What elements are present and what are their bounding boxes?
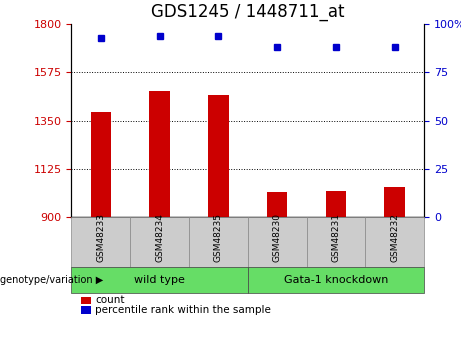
Text: count: count [95, 296, 125, 305]
Bar [384, 187, 405, 217]
Text: GSM48235: GSM48235 [214, 213, 223, 262]
Text: GSM48234: GSM48234 [155, 214, 164, 262]
Text: GSM48230: GSM48230 [272, 213, 282, 262]
Text: GSM48233: GSM48233 [96, 213, 106, 262]
Text: percentile rank within the sample: percentile rank within the sample [95, 305, 272, 315]
Bar [90, 112, 111, 217]
Title: GDS1245 / 1448711_at: GDS1245 / 1448711_at [151, 3, 344, 21]
Bar [325, 190, 346, 217]
Text: Gata-1 knockdown: Gata-1 knockdown [284, 275, 388, 285]
Bar [267, 191, 288, 217]
Text: genotype/variation ▶: genotype/variation ▶ [0, 275, 103, 285]
Bar [149, 91, 170, 217]
Bar [208, 95, 229, 217]
Text: GSM48232: GSM48232 [390, 214, 399, 262]
Text: wild type: wild type [134, 275, 185, 285]
Text: GSM48231: GSM48231 [331, 213, 341, 262]
